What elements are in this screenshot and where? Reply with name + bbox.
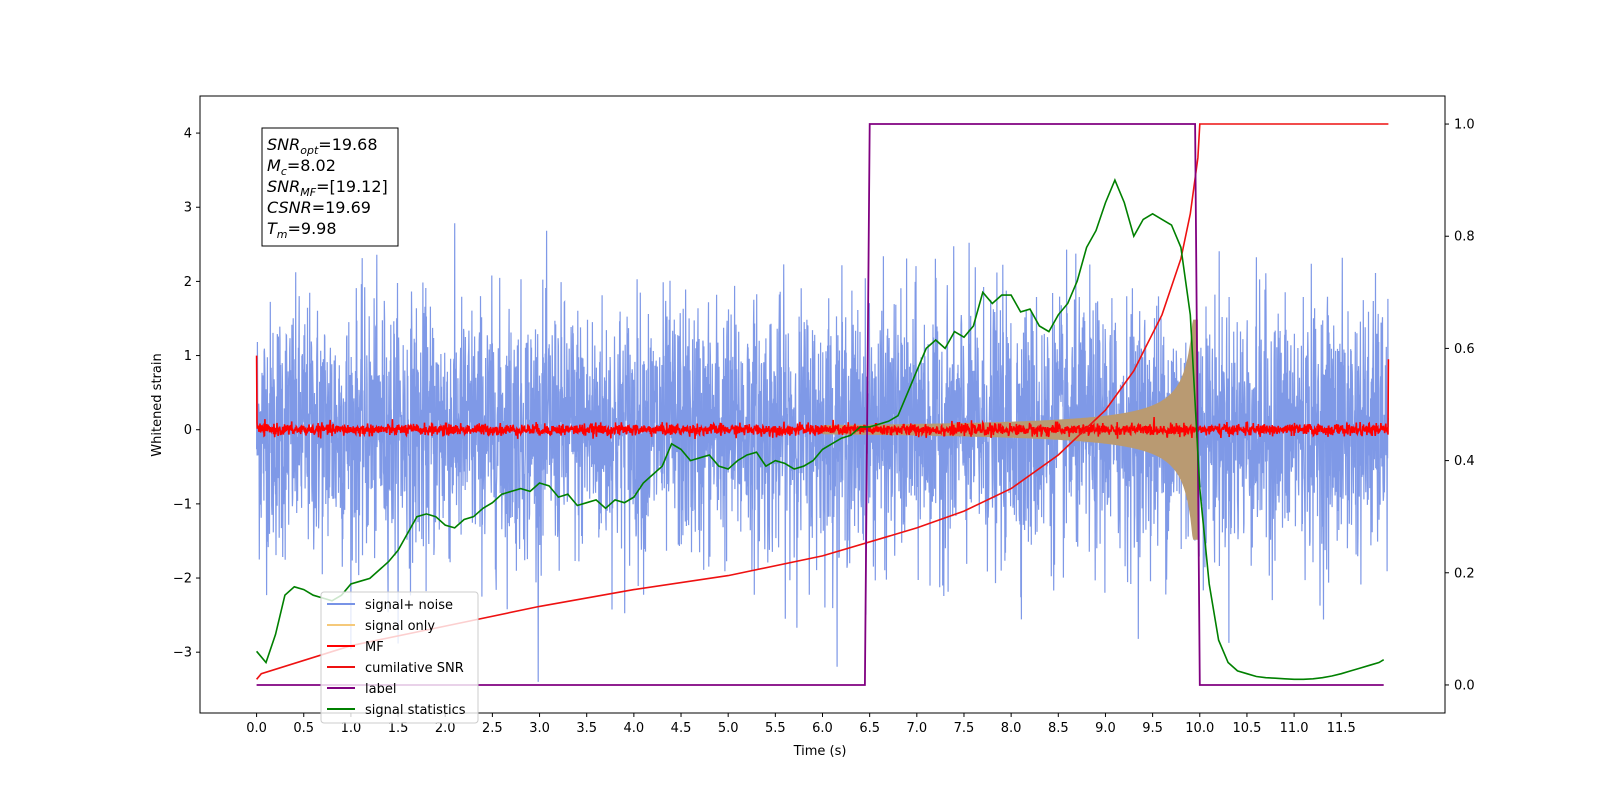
x-tick-label: 11.0 bbox=[1280, 721, 1309, 736]
x-axis-label: Time (s) bbox=[793, 744, 847, 759]
x-tick-label: 6.5 bbox=[859, 721, 880, 736]
annotation-line: Mc=8.02 bbox=[267, 156, 336, 178]
annotation-line: Tm=9.98 bbox=[267, 219, 337, 241]
legend-entry-label: label bbox=[365, 682, 396, 697]
series-signal-plus-noise bbox=[256, 223, 1389, 682]
legend-entry-label: signal+ noise bbox=[365, 598, 453, 613]
y-tick-label: −1 bbox=[173, 497, 192, 512]
series-signal-statistics bbox=[255, 178, 1385, 681]
x-tick-label: 3.5 bbox=[576, 721, 597, 736]
x-tick-label: 5.5 bbox=[765, 721, 786, 736]
x-tick-label: 2.0 bbox=[435, 721, 456, 736]
y-axis-right-ticks: 0.0 0.2 0.4 0.6 0.8 1.0 bbox=[1445, 118, 1475, 693]
y2-tick-label: 0.0 bbox=[1454, 678, 1475, 693]
y-axis-left-ticks: −3 −2 −1 0 1 2 3 4 bbox=[173, 127, 200, 661]
x-tick-label: 6.0 bbox=[812, 721, 833, 736]
legend: signal+ noise signal only MF cumilative SNR… bbox=[320, 591, 479, 724]
y-tick-label: 2 bbox=[184, 275, 192, 290]
x-tick-label: 7.5 bbox=[954, 721, 975, 736]
y-axis-label: Whitened strain bbox=[150, 353, 165, 456]
x-tick-label: 10.5 bbox=[1232, 721, 1261, 736]
y2-tick-label: 1.0 bbox=[1454, 118, 1475, 133]
y2-tick-label: 0.2 bbox=[1454, 566, 1475, 581]
legend-entry-label: cumilative SNR bbox=[365, 661, 464, 676]
y-tick-label: 1 bbox=[184, 349, 192, 364]
y-tick-label: 4 bbox=[184, 127, 192, 142]
y-tick-label: 0 bbox=[184, 423, 192, 438]
legend-frame bbox=[320, 591, 479, 724]
legend-entry-label: MF bbox=[365, 640, 384, 655]
x-tick-label: 10.0 bbox=[1185, 721, 1214, 736]
legend-entry-label: signal only bbox=[365, 619, 435, 634]
x-tick-label: 0.0 bbox=[246, 721, 267, 736]
x-tick-label: 4.0 bbox=[624, 721, 645, 736]
annotation-line: CSNR=19.69 bbox=[267, 198, 371, 217]
y-tick-label: 3 bbox=[184, 201, 192, 216]
x-tick-label: 11.5 bbox=[1327, 721, 1356, 736]
annotation-line: SNRopt=19.68 bbox=[267, 135, 378, 157]
x-tick-label: 0.5 bbox=[293, 721, 314, 736]
legend-entry-label: signal statistics bbox=[365, 703, 466, 718]
x-tick-label: 3.0 bbox=[529, 721, 550, 736]
x-axis-ticks: 0.0 0.5 1.0 1.5 2.0 2.5 3.0 3.5 4.0 4.5 5.0 5.5 6.0 6… bbox=[246, 713, 1356, 736]
y-tick-label: −2 bbox=[173, 572, 192, 587]
series-mf bbox=[255, 355, 1390, 440]
annotation-box-frame bbox=[261, 127, 399, 247]
series-label bbox=[256, 123, 1384, 686]
x-tick-label: 5.0 bbox=[718, 721, 739, 736]
x-tick-label: 1.5 bbox=[388, 721, 409, 736]
y2-tick-label: 0.4 bbox=[1454, 454, 1475, 469]
y2-tick-label: 0.8 bbox=[1454, 230, 1475, 245]
y2-tick-label: 0.6 bbox=[1454, 342, 1475, 357]
x-tick-label: 9.0 bbox=[1095, 721, 1116, 736]
x-tick-label: 9.5 bbox=[1142, 721, 1163, 736]
y-tick-label: −3 bbox=[173, 646, 192, 661]
x-tick-label: 1.0 bbox=[341, 721, 362, 736]
annotation-box: SNRopt=19.68Mc=8.02SNRMF=[19.12]CSNR=19.… bbox=[261, 127, 399, 247]
x-tick-label: 8.5 bbox=[1048, 721, 1069, 736]
annotation-line: SNRMF=[19.12] bbox=[267, 177, 388, 199]
x-tick-label: 7.0 bbox=[906, 721, 927, 736]
x-tick-label: 8.0 bbox=[1001, 721, 1022, 736]
x-tick-label: 2.5 bbox=[482, 721, 503, 736]
x-tick-label: 4.5 bbox=[671, 721, 692, 736]
